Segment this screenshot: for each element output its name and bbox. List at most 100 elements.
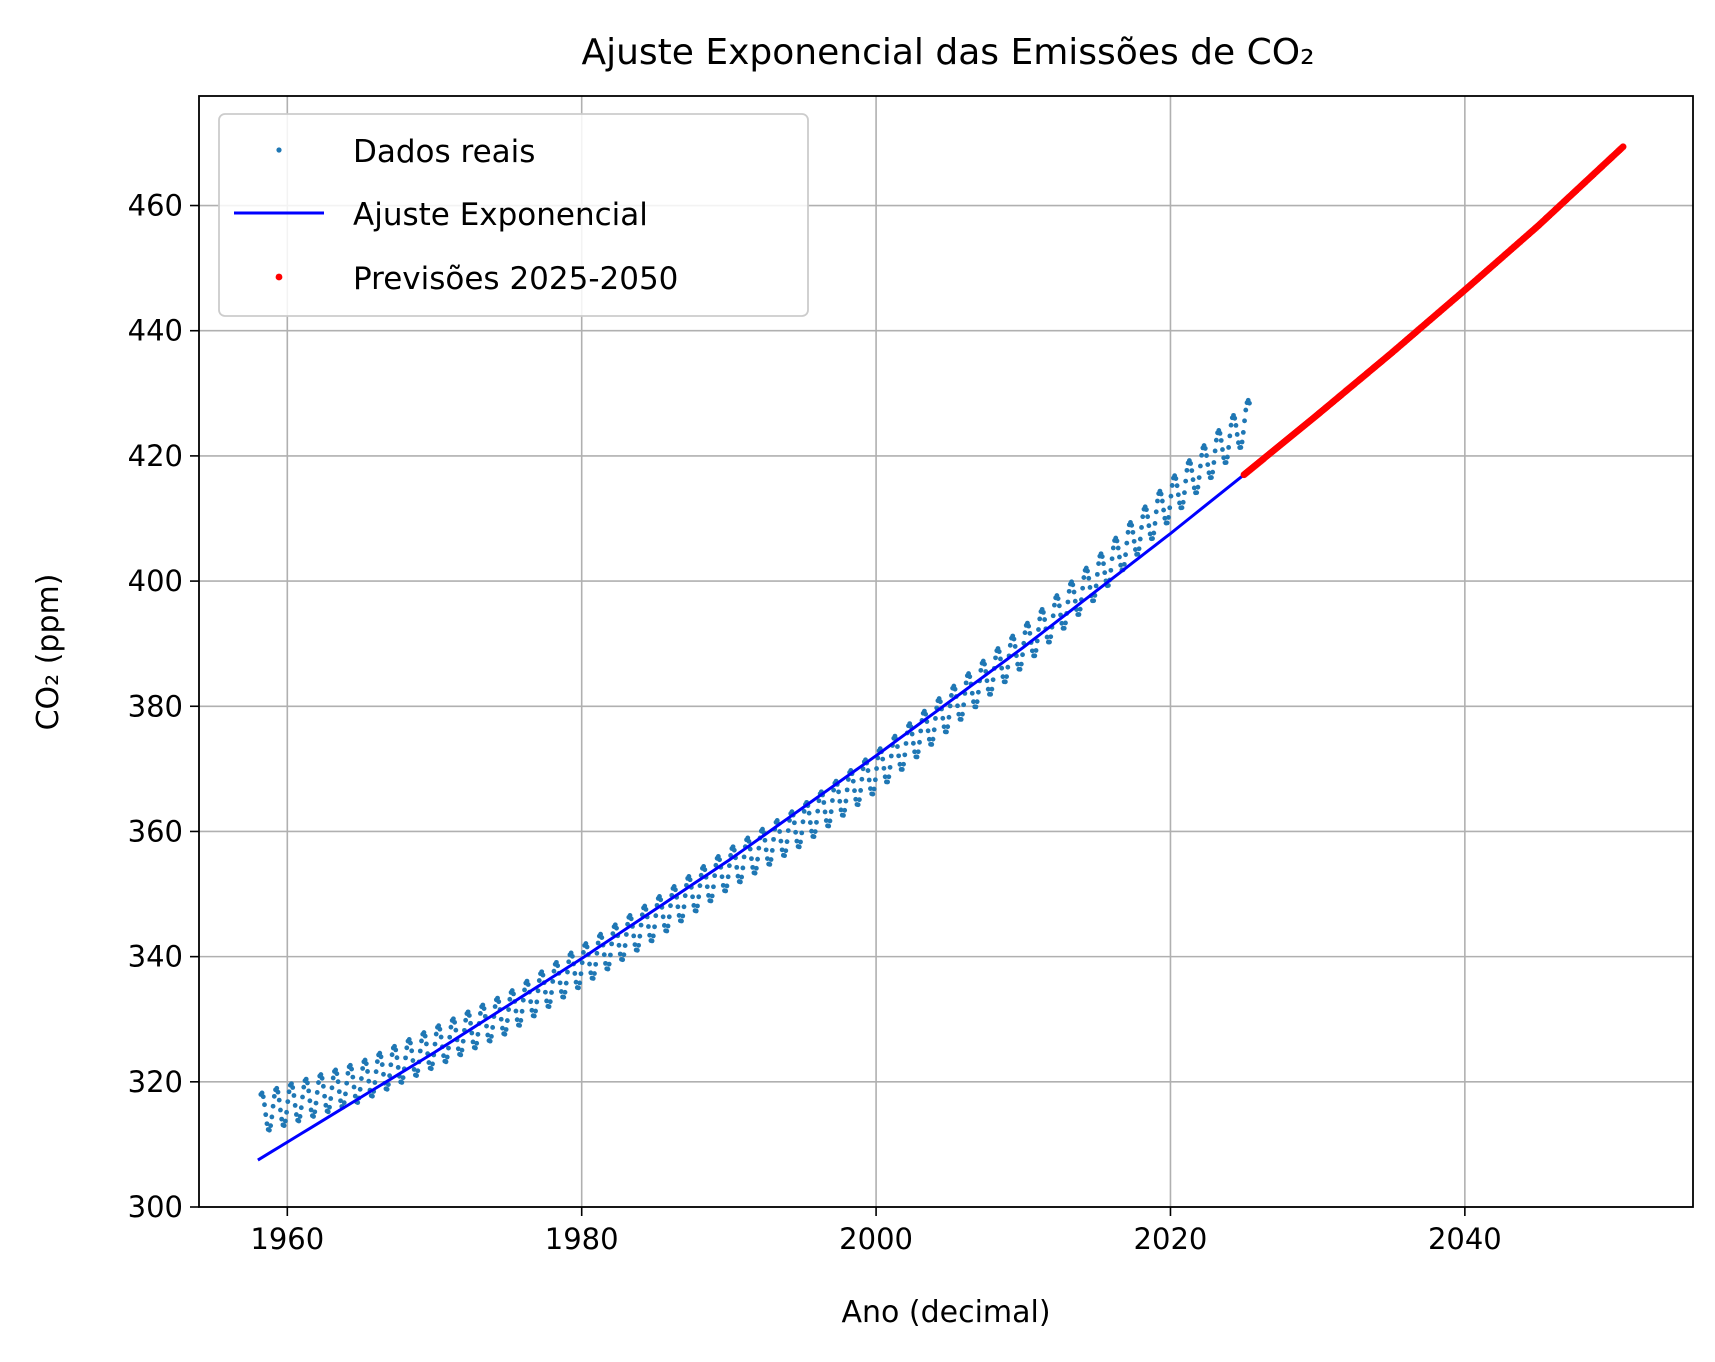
data-point: [896, 753, 902, 759]
data-point: [1012, 644, 1018, 649]
data-point: [517, 1023, 523, 1028]
data-point: [503, 1027, 509, 1032]
data-point: [897, 761, 903, 767]
data-point: [1080, 585, 1086, 591]
data-point: [1195, 484, 1201, 490]
data-point: [1147, 531, 1153, 537]
data-point: [865, 768, 871, 773]
y-tick-label: 440: [128, 314, 183, 348]
data-point: [519, 1008, 525, 1014]
data-point: [1189, 468, 1195, 474]
data-point: [590, 976, 596, 981]
data-point: [956, 711, 962, 717]
data-point: [1118, 562, 1124, 568]
data-point: [855, 802, 861, 808]
data-point: [783, 848, 789, 854]
data-point: [399, 1080, 405, 1085]
data-point: [426, 1060, 432, 1065]
data-point: [1102, 570, 1108, 576]
x-axis-label: Ano (decimal): [841, 1295, 1050, 1330]
data-point: [404, 1045, 410, 1051]
data-point: [838, 807, 844, 813]
data-point: [895, 744, 900, 749]
legend: Dados reais Ajuste Exponencial Previsões…: [218, 113, 809, 317]
data-point: [281, 1123, 287, 1129]
data-point: [837, 798, 843, 804]
data-point: [1034, 638, 1040, 644]
data-point: [814, 819, 819, 825]
data-point: [594, 950, 600, 956]
data-point: [296, 1118, 302, 1124]
data-point: [318, 1072, 324, 1077]
data-point: [301, 1084, 307, 1090]
data-point: [1226, 445, 1232, 450]
data-point: [588, 970, 594, 976]
data-point: [506, 1007, 511, 1012]
data-point: [697, 883, 703, 889]
data-point: [871, 786, 877, 792]
data-point: [784, 839, 790, 845]
data-point: [1211, 460, 1217, 465]
data-point: [1017, 666, 1023, 672]
data-point: [352, 1093, 358, 1099]
data-point: [504, 1018, 510, 1023]
data-point: [886, 774, 892, 780]
data-point: [903, 741, 909, 746]
data-point: [664, 928, 670, 934]
data-point: [926, 736, 932, 742]
data-point: [307, 1098, 313, 1104]
data-point: [528, 999, 534, 1005]
data-point: [438, 1034, 444, 1040]
data-point: [675, 904, 681, 910]
data-point: [1239, 439, 1245, 445]
data-point: [443, 1059, 449, 1065]
data-point: [1240, 429, 1246, 435]
data-point: [1101, 561, 1106, 567]
data-point: [495, 995, 500, 1001]
data-point: [566, 959, 572, 965]
data-point: [1206, 470, 1212, 476]
data-point: [267, 1127, 272, 1133]
data-point: [595, 940, 601, 946]
y-tick-label: 360: [128, 814, 183, 848]
data-point: [502, 1031, 508, 1037]
data-point: [282, 1118, 288, 1124]
data-point: [1063, 620, 1068, 626]
data-point: [451, 1016, 456, 1022]
data-point: [480, 1002, 486, 1008]
data-point: [828, 809, 834, 815]
data-point: [293, 1112, 299, 1117]
data-point: [632, 942, 638, 947]
data-point: [259, 1090, 265, 1096]
data-point: [581, 949, 586, 955]
data-point: [533, 1008, 538, 1014]
data-point: [1040, 609, 1046, 615]
data-point: [290, 1085, 296, 1090]
plot-frame: [198, 95, 1694, 1208]
data-point: [868, 786, 873, 792]
data-point: [312, 1109, 318, 1115]
data-point: [1037, 616, 1043, 622]
data-point: [458, 1052, 464, 1058]
data-point: [918, 728, 924, 734]
data-point: [638, 922, 644, 928]
y-tick-label: 380: [128, 689, 183, 723]
data-point: [636, 942, 642, 948]
data-point: [1007, 642, 1013, 648]
data-point: [1136, 546, 1142, 552]
data-point: [320, 1083, 326, 1089]
data-point: [1198, 463, 1203, 469]
data-point: [973, 704, 979, 710]
data-point: [540, 972, 546, 978]
data-point: [336, 1089, 342, 1095]
data-point: [578, 971, 584, 977]
data-point: [975, 689, 981, 695]
data-point: [880, 756, 886, 762]
data-point: [852, 788, 857, 794]
data-point: [937, 699, 943, 705]
data-point: [989, 686, 995, 692]
data-point: [1011, 636, 1017, 642]
data-point: [870, 791, 876, 797]
data-point: [1167, 505, 1173, 511]
data-point: [1036, 627, 1041, 632]
